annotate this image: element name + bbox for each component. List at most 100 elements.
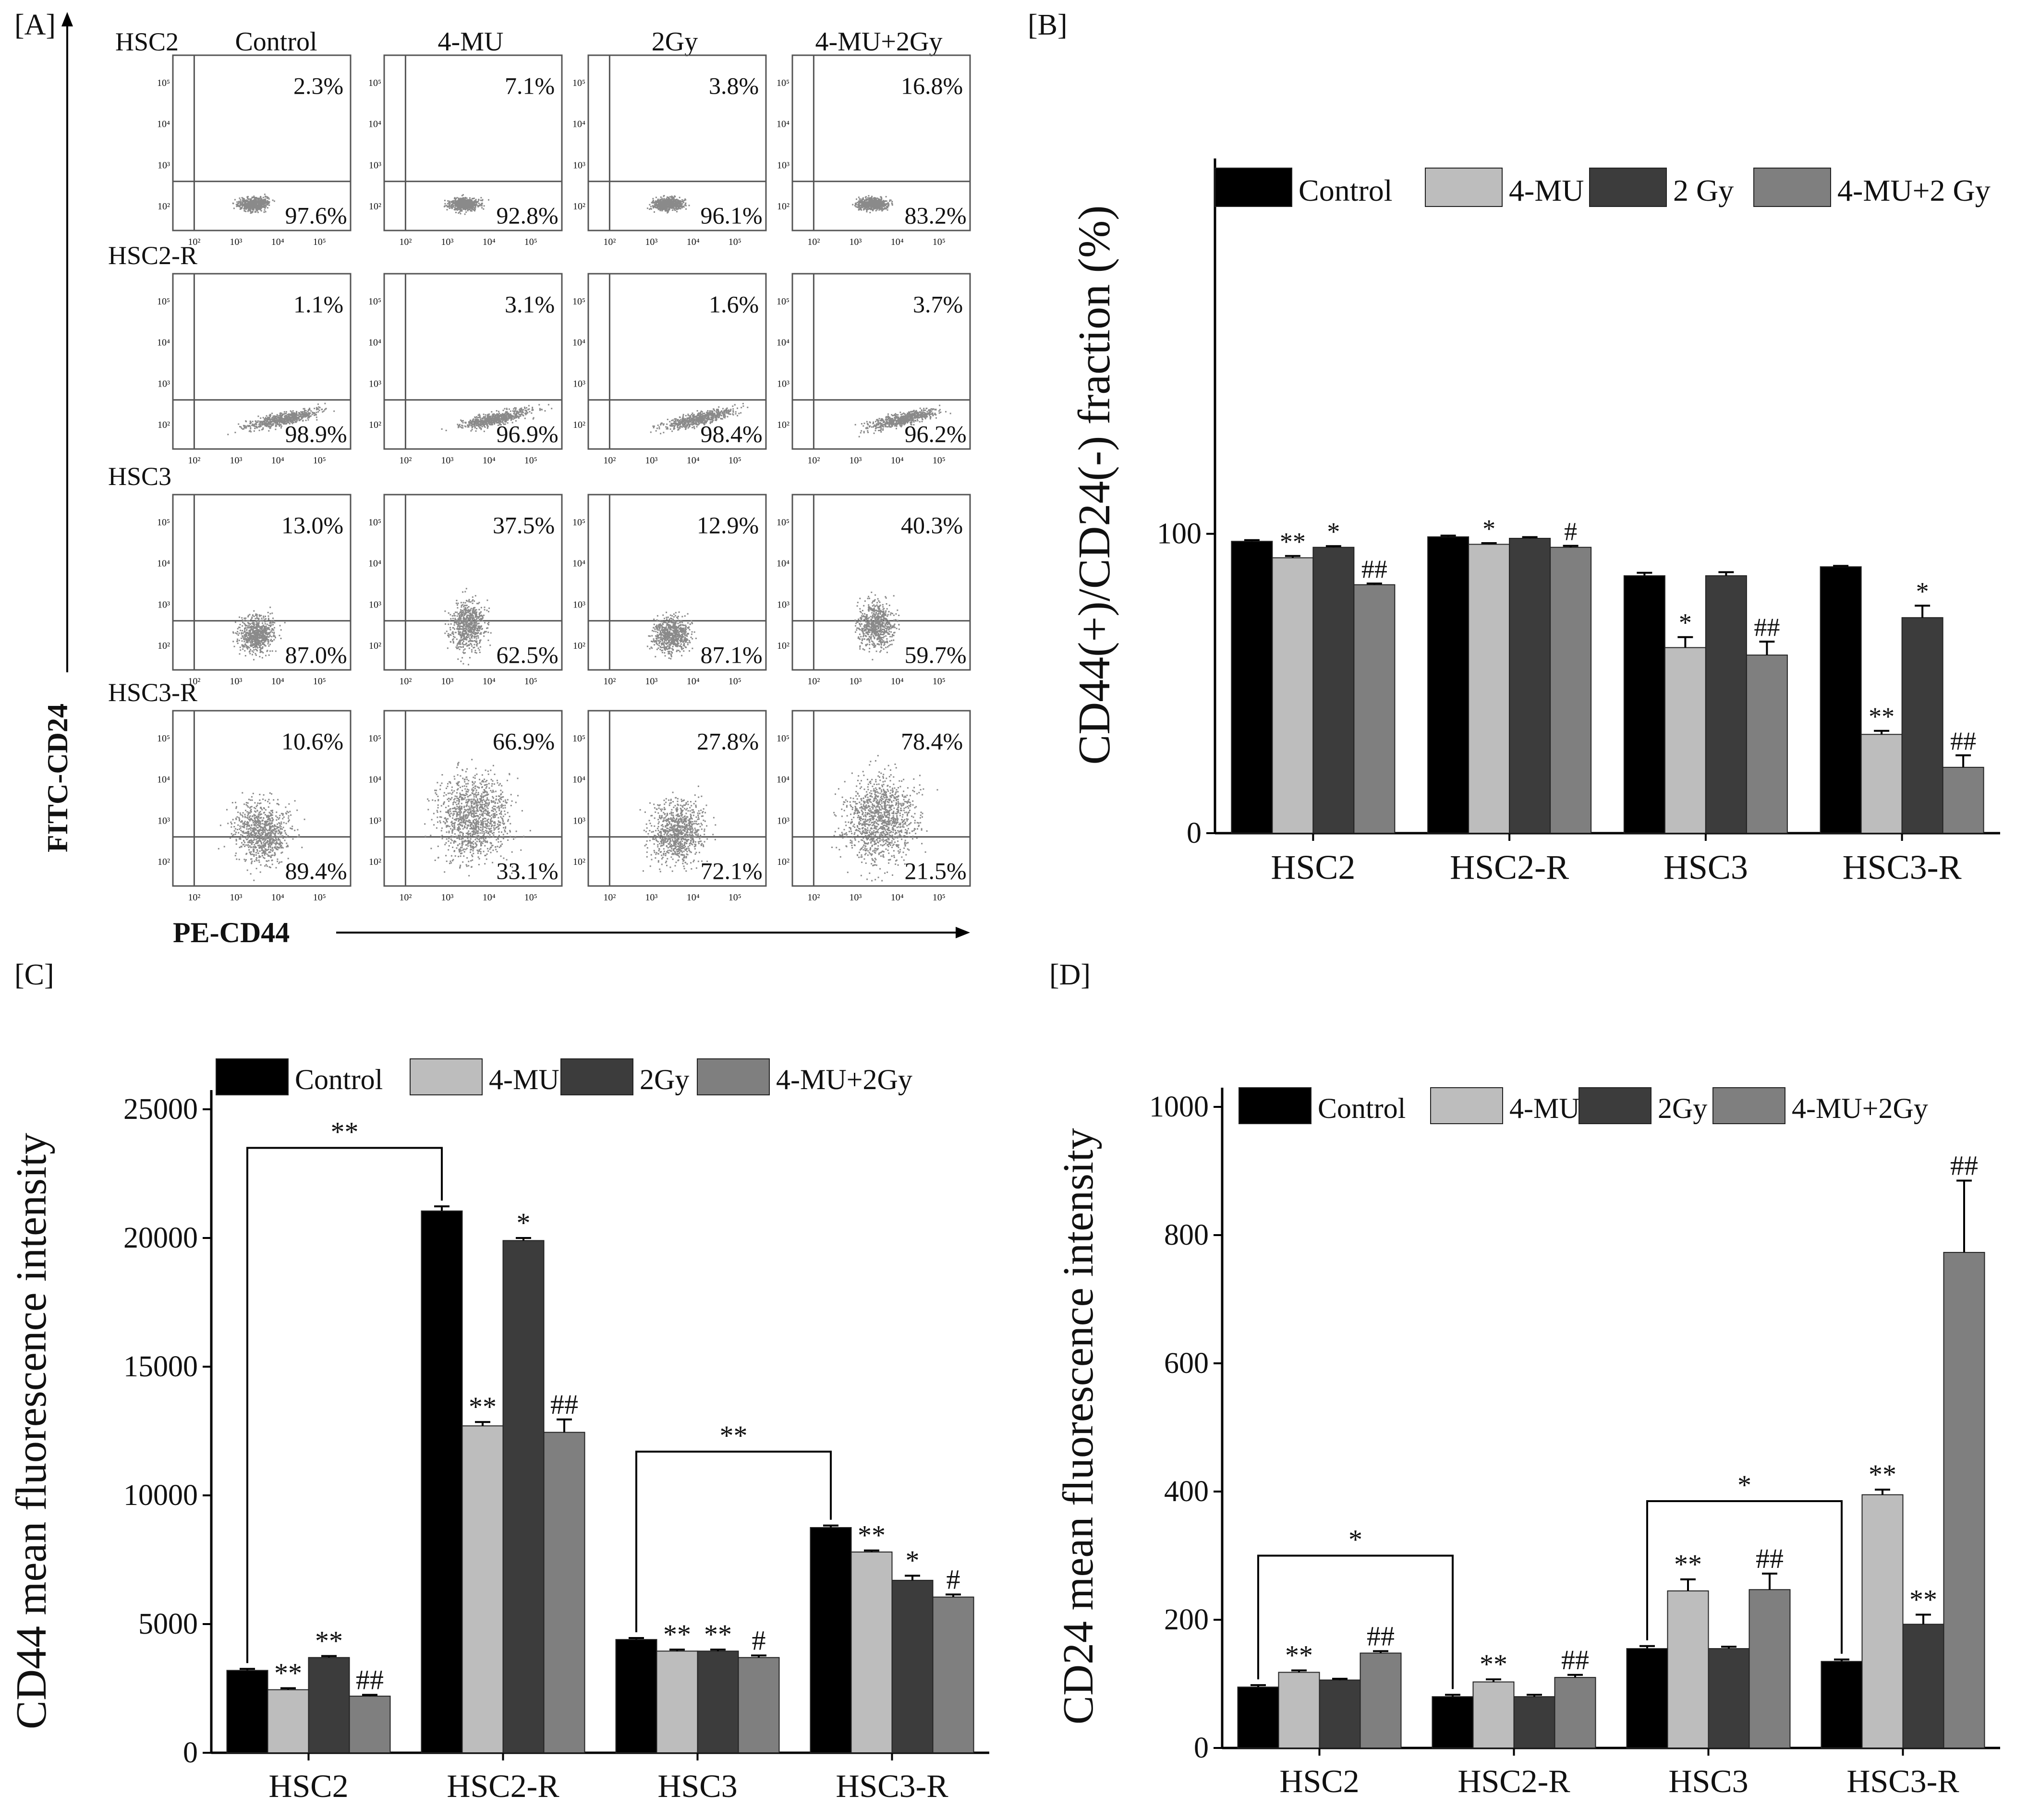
y-tick-label: 10⁴ [157, 338, 170, 348]
significance-mark: ** [315, 1625, 343, 1656]
event-cloud [831, 755, 938, 882]
legend-swatch [697, 1058, 770, 1095]
x-tick-label: 10³ [230, 237, 242, 247]
bar [1312, 546, 1355, 834]
event-cloud [444, 588, 492, 666]
legend-swatch [1753, 168, 1831, 207]
significance-mark: ## [1756, 1543, 1784, 1574]
row-label: HSC2-R [108, 241, 197, 270]
y-tick-label: 10² [777, 641, 789, 651]
y-tick-label: 10³ [369, 160, 381, 170]
plot-frame [172, 54, 352, 231]
y-tick-label: 10³ [158, 599, 170, 610]
y-tick-label: 10⁴ [572, 775, 585, 785]
x-tick-label: 10² [603, 455, 616, 466]
x-tick-label: 10³ [645, 455, 657, 466]
x-tick-label: 10⁴ [271, 892, 284, 903]
x-tick-label: 10² [188, 892, 200, 903]
legend-label: 4-MU [1509, 173, 1584, 207]
plot-frame [172, 273, 352, 450]
y-tick-label: 10² [369, 641, 381, 651]
bar [349, 1696, 391, 1754]
y-tick-label: 10⁴ [368, 338, 381, 348]
y-tick-label: 10⁴ [368, 775, 381, 785]
bar [1705, 575, 1747, 834]
upper-quadrant-percent: 27.8% [697, 728, 759, 754]
upper-quadrant-percent: 2.3% [293, 72, 343, 99]
bar [1902, 1624, 1944, 1748]
x-tick-label: 10² [603, 892, 616, 903]
y-tick-label: 10⁵ [572, 733, 585, 744]
y-tick-label: 10² [573, 420, 585, 430]
upper-quadrant-percent: 37.5% [493, 511, 555, 538]
plot-frame [383, 273, 563, 450]
x-tick-label: 10⁴ [271, 237, 284, 247]
y-tick-label: 10⁵ [157, 78, 170, 88]
panel-b-letter: [B] [1028, 9, 1068, 41]
lower-quadrant-percent: 96.1% [700, 202, 762, 229]
panel-d-letter: [D] [1049, 959, 1091, 991]
y-tick-label: 10³ [573, 815, 585, 826]
upper-quadrant-percent: 12.9% [697, 511, 759, 538]
row-label: HSC3 [108, 462, 171, 491]
x-tick-label: 10⁵ [729, 237, 741, 247]
y-tick-label: 10³ [777, 599, 789, 610]
category-label: HSC3-R [1843, 848, 1962, 886]
x-tick-label: 10³ [849, 237, 862, 247]
lower-quadrant-percent: 59.7% [904, 641, 966, 668]
x-tick-label: 10⁴ [483, 237, 496, 247]
plot-frame [791, 54, 971, 231]
event-cloud [646, 611, 697, 660]
bar [1554, 1677, 1596, 1748]
y-tick-label: 10⁴ [777, 775, 789, 785]
legend-label: Control [1318, 1092, 1406, 1124]
upper-quadrant-percent: 1.6% [709, 291, 759, 317]
bar [738, 1657, 780, 1753]
y-tick-label: 25000 [123, 1093, 198, 1126]
comparison-bracket [635, 1450, 832, 1632]
significance-mark: ## [1561, 1644, 1589, 1675]
lower-quadrant-percent: 96.2% [904, 420, 966, 447]
significance-mark: * [517, 1207, 531, 1238]
x-tick-label: 10² [807, 892, 820, 903]
plot-frame [383, 494, 563, 671]
lower-quadrant-percent: 96.9% [496, 420, 558, 447]
significance-mark: ** [1909, 1584, 1937, 1615]
y-tick-label: 10³ [158, 160, 170, 170]
x-tick-label: 10³ [645, 676, 657, 687]
category-label: HSC2 [1279, 1763, 1359, 1799]
y-tick-label: 10⁴ [572, 558, 585, 569]
y-tick-label: 10⁵ [368, 517, 381, 528]
significance-mark: ## [1367, 1620, 1395, 1651]
significance-mark: ** [704, 1619, 732, 1650]
legend-label: 2 Gy [1673, 173, 1734, 207]
plot-frame [383, 710, 563, 887]
x-tick-label: 10⁵ [933, 237, 946, 247]
x-tick-label: 10⁵ [524, 237, 537, 247]
significance-mark: ## [550, 1389, 578, 1420]
x-tick-label: 10⁴ [483, 892, 496, 903]
y-tick-label: 10² [573, 641, 585, 651]
bar [850, 1551, 893, 1753]
x-tick-label: 10⁵ [313, 455, 326, 466]
bar [461, 1425, 504, 1753]
x-tick-label: 10⁴ [687, 237, 700, 247]
bar [1820, 566, 1862, 834]
event-cloud [854, 404, 951, 437]
lower-quadrant-percent: 87.1% [700, 641, 762, 668]
bar [1749, 1589, 1791, 1748]
category-label: HSC3 [657, 1768, 737, 1804]
legend-label: 2Gy [640, 1064, 689, 1095]
comparison-bracket [246, 1147, 443, 1663]
event-cloud [441, 404, 553, 432]
x-tick-label: 10⁵ [933, 892, 946, 903]
x-tick-label: 10⁵ [729, 455, 741, 466]
y-tick-label: 10³ [369, 599, 381, 610]
x-tick-label: 10⁴ [891, 676, 904, 687]
bar [697, 1650, 739, 1754]
lower-quadrant-percent: 98.9% [285, 420, 347, 447]
y-tick-label: 10⁵ [368, 733, 381, 744]
y-tick-label: 10⁴ [572, 338, 585, 348]
significance-mark: ## [1754, 613, 1780, 642]
